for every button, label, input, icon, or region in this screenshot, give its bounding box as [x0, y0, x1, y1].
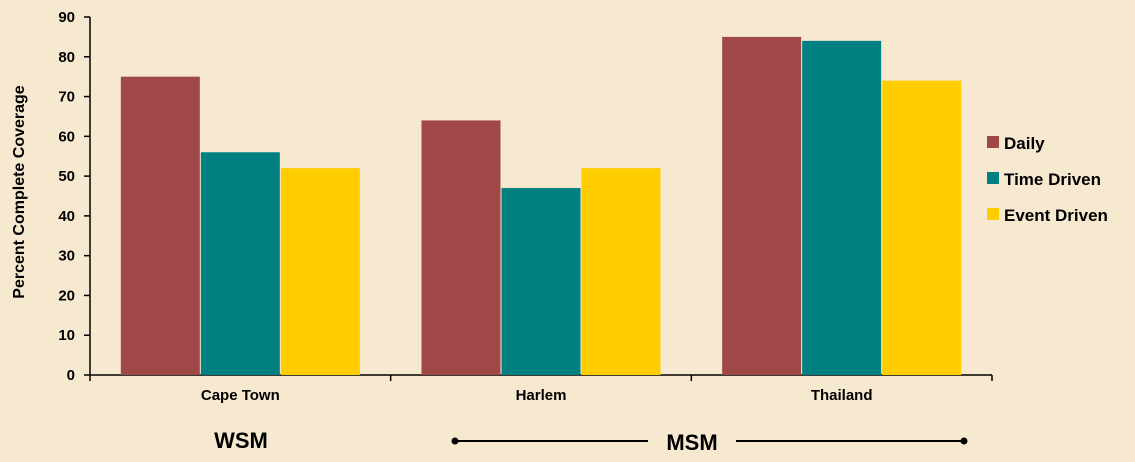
group-labels: WSM MSM — [214, 428, 968, 455]
legend-swatch — [987, 136, 999, 148]
x-category-label: Cape Town — [201, 387, 280, 404]
bar-event-driven-cape-town — [280, 168, 360, 375]
bar-time-driven-thailand — [802, 40, 882, 375]
bar-daily-harlem — [421, 120, 501, 375]
y-tick-label: 0 — [67, 367, 75, 384]
y-tick-label: 10 — [58, 327, 75, 344]
legend-label: Event Driven — [1004, 206, 1108, 225]
group-label-wsm: WSM — [214, 428, 268, 453]
y-tick-label: 20 — [58, 287, 75, 304]
bar-time-driven-cape-town — [200, 152, 280, 375]
y-ticks: 0 10 20 30 40 50 60 70 80 90 — [58, 9, 90, 384]
y-tick-label: 70 — [58, 89, 75, 106]
y-tick-label: 90 — [58, 9, 75, 26]
legend-label: Time Driven — [1004, 170, 1101, 189]
y-tick-label: 80 — [58, 49, 75, 66]
msm-bracket-right-dot — [960, 437, 968, 445]
bar-event-driven-thailand — [882, 80, 962, 376]
msm-bracket-left-dot — [451, 437, 459, 445]
bar-daily-thailand — [722, 36, 802, 376]
legend-swatch — [987, 172, 999, 184]
legend-swatch — [987, 208, 999, 220]
bar-time-driven-harlem — [501, 188, 581, 375]
y-tick-label: 60 — [58, 128, 75, 145]
y-tick-label: 50 — [58, 168, 75, 185]
x-category-labels: Cape Town Harlem Thailand — [201, 387, 873, 404]
y-axis-label: Percent Complete Coverage — [11, 85, 28, 299]
legend: Daily Time Driven Event Driven — [987, 134, 1108, 225]
legend-label: Daily — [1004, 134, 1045, 153]
x-category-label: Harlem — [516, 387, 567, 404]
bar-daily-cape-town — [120, 76, 200, 376]
y-tick-label: 30 — [58, 248, 75, 265]
bars — [120, 36, 962, 376]
group-label-msm: MSM — [666, 430, 717, 455]
y-tick-label: 40 — [58, 208, 75, 225]
bar-event-driven-harlem — [581, 168, 661, 375]
x-category-label: Thailand — [811, 387, 873, 404]
